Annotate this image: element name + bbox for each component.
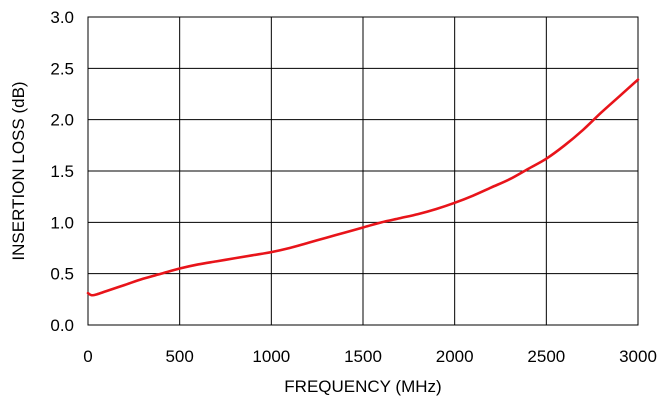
y-tick-label: 3.0 xyxy=(50,8,74,27)
insertion-loss-line xyxy=(86,78,640,297)
y-tick-label: 2.5 xyxy=(50,59,74,78)
x-tick-label: 1500 xyxy=(344,347,382,366)
x-axis-title: FREQUENCY (MHz) xyxy=(284,377,441,396)
y-tick-label: 0.5 xyxy=(50,265,74,284)
x-tick-label: 2500 xyxy=(527,347,565,366)
y-tick-label: 1.5 xyxy=(50,162,74,181)
x-tick-label: 3000 xyxy=(619,347,657,366)
y-tick-labels: 0.0 0.5 1.0 1.5 2.0 2.5 3.0 xyxy=(50,8,74,335)
y-axis-title: INSERTION LOSS (dB) xyxy=(9,81,28,260)
x-tick-labels: 0 500 1000 1500 2000 2500 3000 xyxy=(83,347,657,366)
series-group xyxy=(86,78,640,297)
x-tick-label: 2000 xyxy=(436,347,474,366)
x-tick-label: 1000 xyxy=(252,347,290,366)
x-tick-label: 0 xyxy=(83,347,92,366)
plot-area-frame xyxy=(87,16,639,326)
x-tick-label: 500 xyxy=(165,347,193,366)
y-tick-label: 2.0 xyxy=(50,111,74,130)
y-tick-label: 1.0 xyxy=(50,213,74,232)
y-tick-label: 0.0 xyxy=(50,316,74,335)
